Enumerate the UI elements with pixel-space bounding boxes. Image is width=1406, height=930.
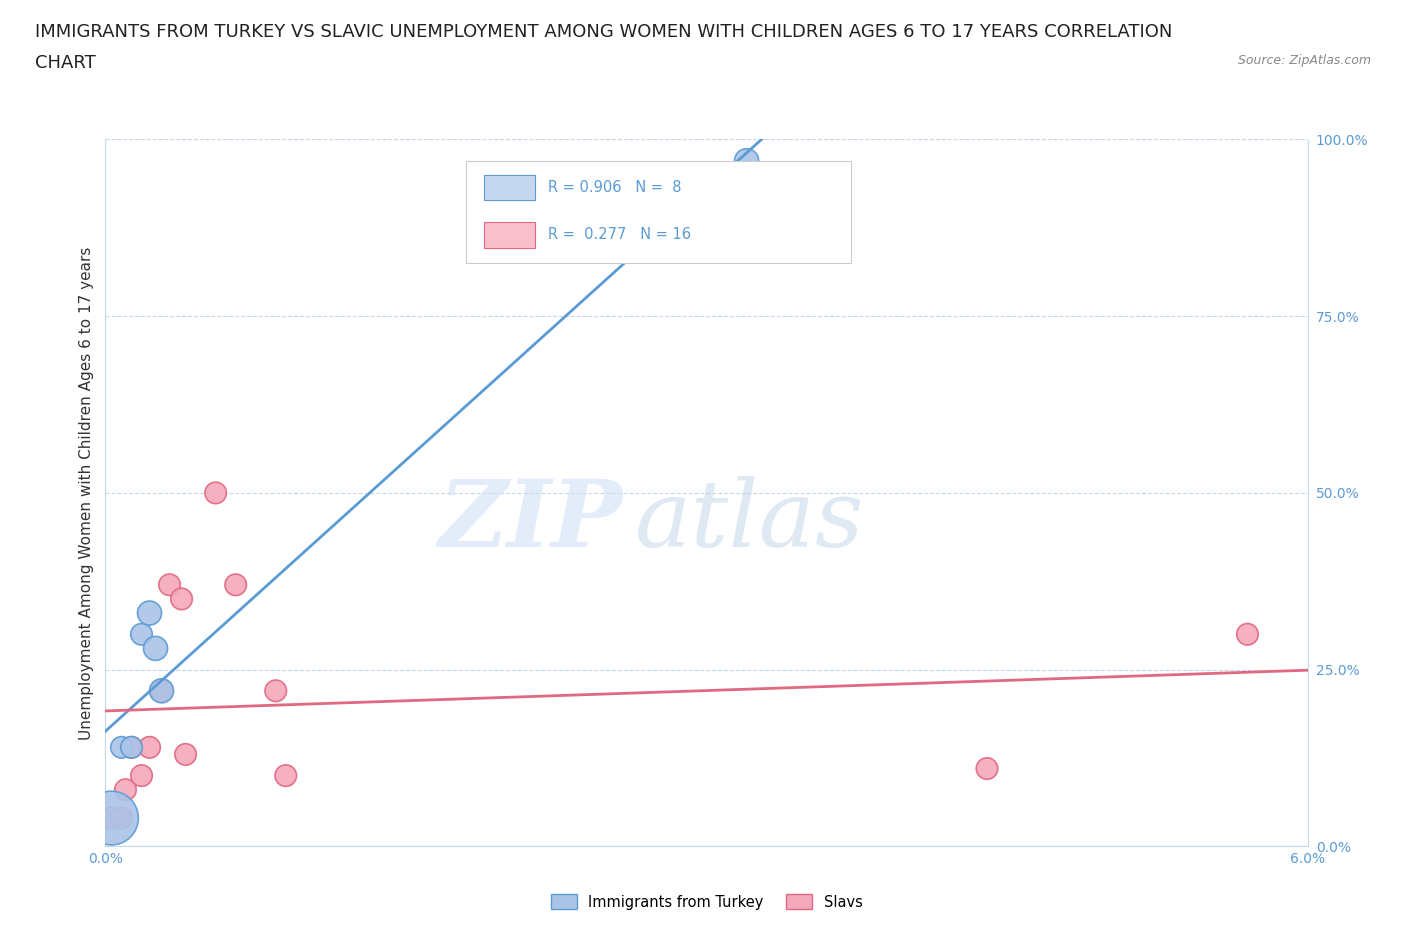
Point bbox=[150, 684, 173, 698]
Point bbox=[150, 684, 173, 698]
Point bbox=[138, 740, 160, 755]
Point bbox=[174, 747, 197, 762]
Point bbox=[204, 485, 226, 500]
Point bbox=[274, 768, 297, 783]
FancyBboxPatch shape bbox=[484, 222, 534, 247]
Point bbox=[114, 782, 136, 797]
Point bbox=[100, 811, 122, 826]
Point bbox=[1236, 627, 1258, 642]
Point bbox=[121, 740, 143, 755]
Point bbox=[100, 811, 122, 826]
Point bbox=[159, 578, 181, 592]
Point bbox=[138, 605, 160, 620]
Legend: Immigrants from Turkey, Slavs: Immigrants from Turkey, Slavs bbox=[551, 895, 862, 910]
Point bbox=[264, 684, 287, 698]
Text: CHART: CHART bbox=[35, 54, 96, 72]
Text: R =  0.277   N = 16: R = 0.277 N = 16 bbox=[548, 228, 690, 243]
Point bbox=[170, 591, 193, 606]
Point bbox=[735, 153, 758, 168]
Text: ZIP: ZIP bbox=[439, 476, 623, 566]
Point bbox=[110, 740, 132, 755]
Y-axis label: Unemployment Among Women with Children Ages 6 to 17 years: Unemployment Among Women with Children A… bbox=[79, 246, 94, 739]
Point bbox=[121, 740, 143, 755]
Point bbox=[225, 578, 247, 592]
Point bbox=[131, 768, 153, 783]
FancyBboxPatch shape bbox=[484, 175, 534, 200]
FancyBboxPatch shape bbox=[465, 161, 851, 263]
Point bbox=[145, 641, 167, 656]
Text: IMMIGRANTS FROM TURKEY VS SLAVIC UNEMPLOYMENT AMONG WOMEN WITH CHILDREN AGES 6 T: IMMIGRANTS FROM TURKEY VS SLAVIC UNEMPLO… bbox=[35, 23, 1173, 41]
Point bbox=[976, 761, 998, 776]
Text: R = 0.906   N =  8: R = 0.906 N = 8 bbox=[548, 180, 682, 195]
Text: atlas: atlas bbox=[634, 476, 863, 566]
Point bbox=[131, 627, 153, 642]
Text: Source: ZipAtlas.com: Source: ZipAtlas.com bbox=[1237, 54, 1371, 67]
Point bbox=[110, 811, 132, 826]
